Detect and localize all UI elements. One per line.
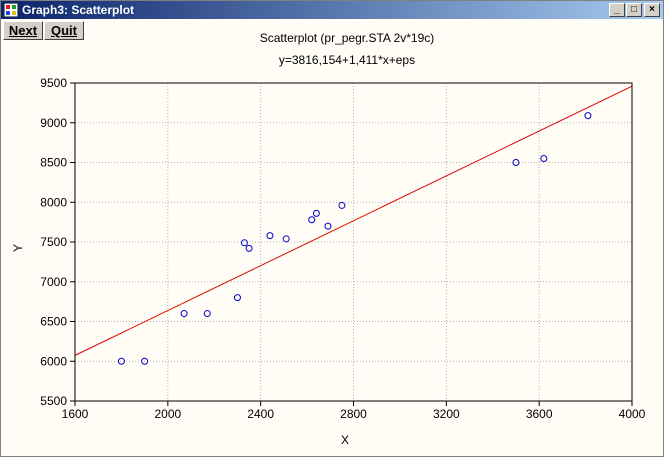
data-point <box>324 222 332 230</box>
data-point <box>233 294 241 302</box>
regression-line-group <box>74 85 633 356</box>
y-tick-label: 9500 <box>40 76 67 90</box>
minimize-button[interactable]: _ <box>609 3 625 17</box>
x-tick-label: 2800 <box>340 407 367 421</box>
grid-lines <box>75 83 632 401</box>
data-point <box>240 239 248 247</box>
scatterplot-chart: Scatterplot (pr_pegr.STA 2v*19c) y=3816,… <box>11 31 646 447</box>
data-point <box>141 357 149 365</box>
chart-subtitle: y=3816,154+1,411*x+eps <box>279 53 415 67</box>
maximize-button[interactable]: □ <box>626 3 642 17</box>
y-tick-label: 5500 <box>40 394 67 408</box>
x-tick-label: 3600 <box>526 407 553 421</box>
data-point <box>512 159 520 166</box>
data-point <box>540 155 548 163</box>
regression-line <box>74 85 633 356</box>
x-tick-label: 1600 <box>62 407 89 421</box>
x-tick-label: 4000 <box>619 407 646 421</box>
data-point <box>312 209 320 217</box>
y-tick-label: 8500 <box>40 156 67 170</box>
data-point <box>338 201 346 209</box>
data-point <box>180 310 188 318</box>
data-point <box>203 310 211 318</box>
data-point <box>117 357 125 365</box>
y-tick-label: 8000 <box>40 195 67 209</box>
toolbar: Next Quit <box>1 19 663 41</box>
next-button[interactable]: Next <box>3 21 43 40</box>
quit-button[interactable]: Quit <box>44 21 84 40</box>
axes: 1600 2000 2400 2800 3200 3600 4000 5500 6000 6500… <box>40 76 645 421</box>
title-bar[interactable]: Graph3: Scatterplot _ □ × <box>1 1 663 19</box>
data-point <box>266 232 274 240</box>
x-tick-label: 2400 <box>247 407 274 421</box>
data-points <box>117 112 592 365</box>
y-tick-label: 6000 <box>40 354 67 368</box>
chart-title: Scatterplot (pr_pegr.STA 2v*19c) <box>260 31 435 45</box>
y-tick-label: 7500 <box>40 235 67 249</box>
y-axis-label: Y <box>11 244 25 252</box>
window-title: Graph3: Scatterplot <box>22 3 135 17</box>
x-axis-label: X <box>341 433 349 447</box>
data-point <box>245 244 253 252</box>
y-tick-label: 7000 <box>40 275 67 289</box>
data-point <box>282 235 290 243</box>
statistica-app-icon <box>4 3 18 17</box>
data-point <box>584 112 592 120</box>
data-point <box>308 216 316 224</box>
y-tick-label: 6500 <box>40 315 67 329</box>
y-tick-label: 9000 <box>40 116 67 130</box>
x-tick-label: 2000 <box>154 407 181 421</box>
x-tick-label: 3200 <box>433 407 460 421</box>
close-button[interactable]: × <box>644 3 660 17</box>
